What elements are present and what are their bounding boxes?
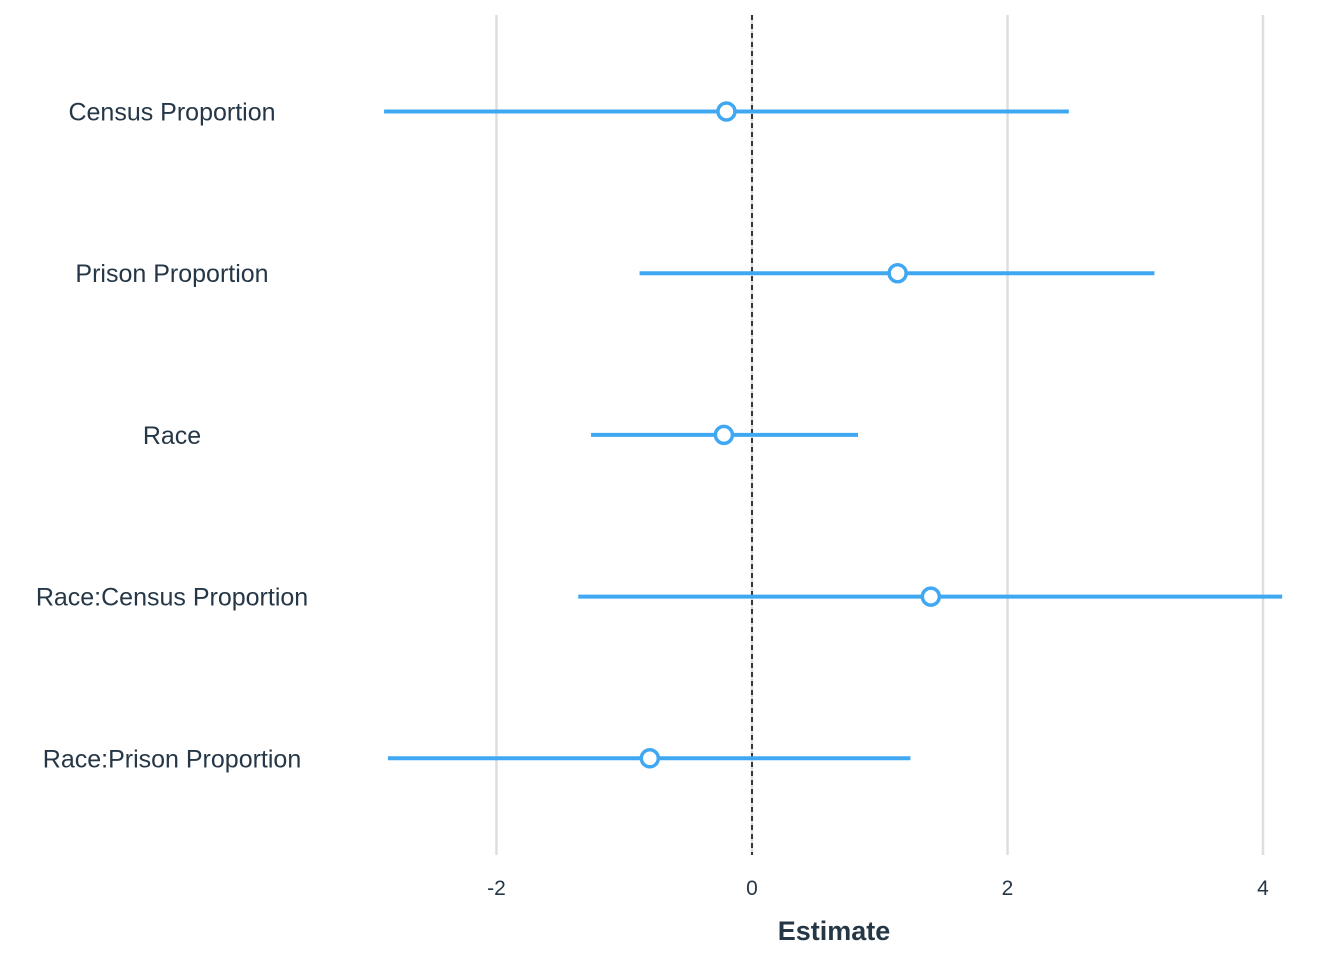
x-tick-label-3: 4	[1257, 877, 1269, 900]
category-label-1: Prison Proportion	[75, 260, 268, 288]
x-axis-tick-labels: -2 0 2 4	[487, 877, 1269, 900]
x-axis-title: Estimate	[778, 916, 891, 946]
estimate-point-2	[713, 424, 735, 446]
category-labels: Census Proportion Prison Proportion Race Ra…	[36, 99, 308, 774]
category-label-3: Race:Census Proportion	[36, 584, 308, 612]
x-tick-label-1: 0	[746, 877, 758, 900]
estimate-point-4	[639, 748, 661, 769]
category-label-4: Race:Prison Proportion	[43, 745, 301, 773]
x-tick-label-2: 2	[1002, 877, 1014, 900]
estimate-point-1	[887, 262, 908, 284]
estimate-series	[384, 101, 1283, 769]
category-label-2: Race	[143, 422, 201, 450]
category-label-0: Census Proportion	[68, 99, 275, 127]
estimate-point-3	[920, 586, 942, 607]
estimate-point-0	[716, 101, 737, 122]
x-tick-label-0: -2	[487, 877, 506, 900]
